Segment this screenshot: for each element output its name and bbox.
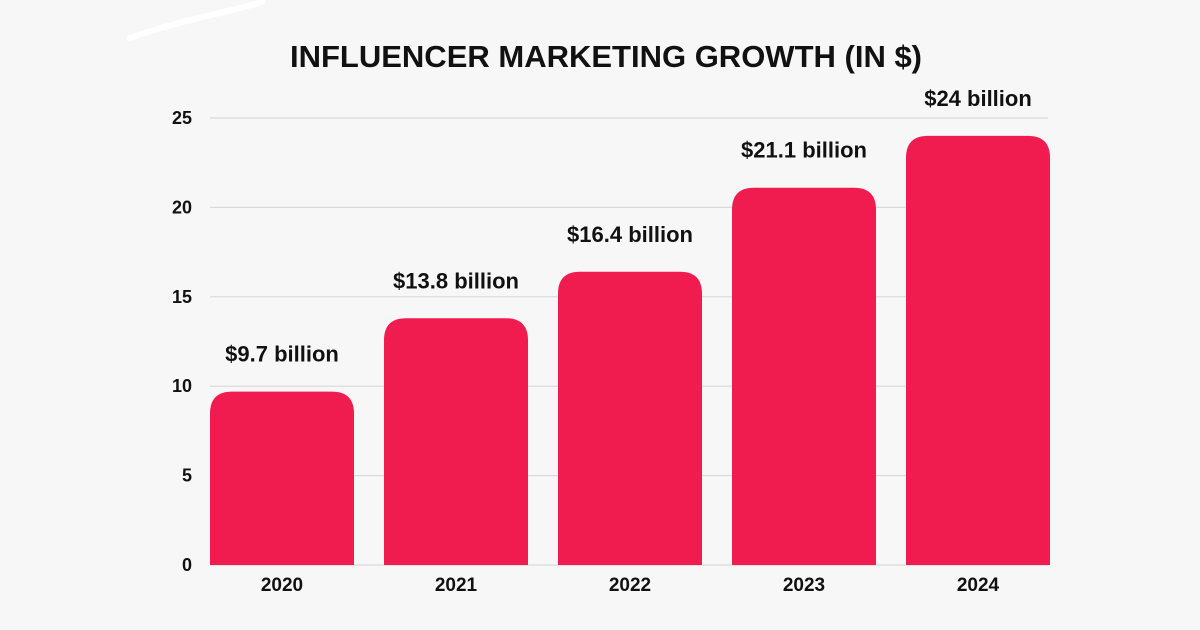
bars (210, 135, 1050, 565)
bar-2024 (906, 135, 1050, 565)
y-tick-label: 15 (172, 287, 192, 307)
chart-title: INFLUENCER MARKETING GROWTH (IN $) (290, 39, 922, 74)
data-labels: $9.7 billion $13.8 billion $16.4 billion $2… (225, 86, 1032, 367)
data-label-2024: $24 billion (924, 86, 1032, 111)
y-tick-label: 25 (172, 108, 192, 128)
data-label-2022: $16.4 billion (567, 222, 693, 247)
y-tick-label: 10 (172, 376, 192, 396)
bar-2020 (210, 391, 354, 565)
y-tick-label: 5 (182, 466, 192, 486)
data-label-2021: $13.8 billion (393, 268, 519, 293)
bar-2021 (384, 318, 528, 565)
x-axis-ticks: 2020 2021 2022 2023 2024 (261, 575, 1000, 596)
x-tick-label: 2024 (957, 575, 1000, 596)
data-label-2023: $21.1 billion (741, 138, 867, 163)
y-axis-ticks: 0 5 10 15 20 25 (172, 108, 192, 575)
x-tick-label: 2022 (609, 575, 651, 596)
y-tick-label: 0 (182, 555, 192, 575)
x-tick-label: 2020 (261, 575, 303, 596)
decorative-swoosh (127, 0, 265, 41)
bar-2022 (558, 271, 702, 565)
x-tick-label: 2021 (435, 575, 478, 596)
bar-2023 (732, 187, 876, 565)
y-tick-label: 20 (172, 197, 192, 217)
x-tick-label: 2023 (783, 575, 825, 596)
data-label-2020: $9.7 billion (225, 342, 339, 367)
